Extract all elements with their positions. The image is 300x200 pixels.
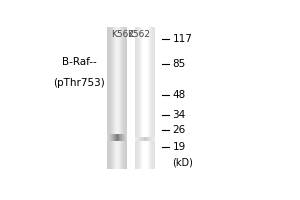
Bar (120, 134, 121, 141)
Bar (122, 27, 123, 169)
Bar (144, 137, 145, 141)
Bar (140, 137, 141, 141)
Bar (122, 134, 123, 141)
Bar (145, 137, 146, 141)
Bar (147, 27, 148, 169)
Bar (136, 137, 137, 141)
Bar (151, 137, 152, 141)
Text: 34: 34 (172, 110, 186, 120)
Bar (115, 134, 116, 141)
Text: K562: K562 (127, 30, 150, 39)
Bar (136, 137, 137, 141)
Bar (107, 27, 108, 169)
Bar (153, 27, 154, 169)
Bar (144, 27, 145, 169)
Bar (149, 27, 150, 169)
Bar (116, 134, 117, 141)
Text: 117: 117 (172, 34, 192, 44)
Bar (149, 137, 150, 141)
Bar (154, 27, 155, 169)
Bar (136, 27, 137, 169)
Bar (141, 137, 142, 141)
Bar (141, 27, 142, 169)
Text: 26: 26 (172, 125, 186, 135)
Bar (153, 137, 154, 141)
Bar (150, 27, 151, 169)
Bar (117, 134, 118, 141)
Bar (150, 137, 151, 141)
Bar (114, 134, 115, 141)
Bar (107, 134, 108, 141)
Bar (110, 134, 111, 141)
Bar (148, 27, 149, 169)
Bar (123, 134, 124, 141)
Bar (124, 134, 125, 141)
Text: 48: 48 (172, 90, 186, 100)
Bar (116, 27, 117, 169)
Text: 85: 85 (172, 59, 186, 69)
Bar (121, 134, 122, 141)
Bar (152, 137, 153, 141)
Text: K562: K562 (111, 30, 134, 39)
Bar (137, 137, 138, 141)
Bar (147, 137, 148, 141)
Bar (125, 27, 126, 169)
Bar (152, 27, 153, 169)
Bar (113, 27, 114, 169)
Text: (pThr753): (pThr753) (53, 78, 105, 88)
Bar (138, 27, 139, 169)
Bar (112, 27, 113, 169)
Bar (154, 137, 155, 141)
Bar (142, 27, 143, 169)
Bar (154, 137, 155, 141)
Bar (109, 134, 110, 141)
Bar (139, 137, 140, 141)
Bar (146, 27, 147, 169)
Text: 19: 19 (172, 142, 186, 152)
Bar (114, 27, 115, 169)
Bar (121, 27, 122, 169)
Bar (111, 27, 112, 169)
Bar (136, 27, 137, 169)
Bar (154, 27, 155, 169)
Bar (119, 134, 120, 141)
Bar (112, 134, 113, 141)
Bar (126, 27, 127, 169)
Bar (118, 134, 119, 141)
Bar (143, 27, 144, 169)
Bar (113, 134, 114, 141)
Bar (111, 134, 112, 141)
Bar (139, 27, 140, 169)
Bar (119, 27, 120, 169)
Bar (135, 27, 136, 169)
Bar (146, 137, 147, 141)
Bar (115, 27, 116, 169)
Bar (108, 27, 109, 169)
Bar (125, 134, 126, 141)
Bar (151, 27, 152, 169)
Bar (145, 27, 146, 169)
Bar (142, 137, 143, 141)
Bar (143, 137, 144, 141)
Bar (109, 27, 110, 169)
Bar (137, 27, 138, 169)
Bar (126, 134, 127, 141)
Bar (110, 27, 111, 169)
Bar (118, 27, 119, 169)
Bar (120, 27, 121, 169)
Bar (108, 134, 109, 141)
Bar (123, 27, 124, 169)
Bar (117, 27, 118, 169)
Bar (135, 137, 136, 141)
Bar (140, 27, 141, 169)
Text: (kD): (kD) (172, 158, 193, 168)
Text: B-Raf--: B-Raf-- (62, 57, 97, 67)
Bar (124, 27, 125, 169)
Bar (138, 137, 139, 141)
Bar (148, 137, 149, 141)
